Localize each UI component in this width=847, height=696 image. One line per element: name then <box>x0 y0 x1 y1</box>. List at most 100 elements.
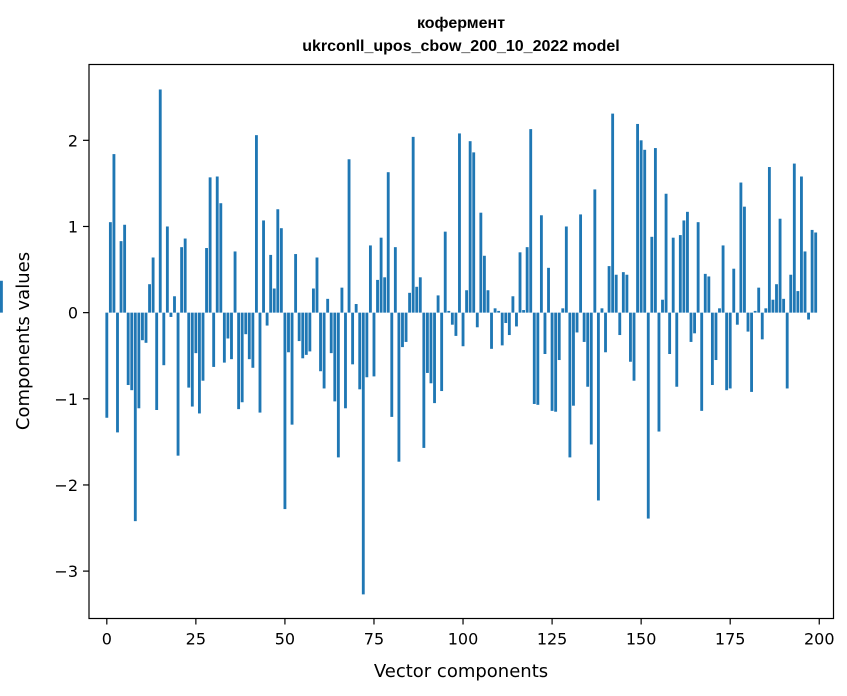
bar <box>721 245 725 313</box>
bar <box>237 312 241 410</box>
bar <box>707 276 711 313</box>
bar <box>173 296 176 313</box>
chart-title: кофермент <box>417 15 505 32</box>
bar <box>504 312 508 323</box>
bar <box>693 312 696 334</box>
bar <box>144 312 148 343</box>
bar <box>240 312 244 403</box>
bar <box>222 312 226 363</box>
bar <box>778 218 782 313</box>
bar <box>664 193 668 313</box>
bar <box>757 287 761 313</box>
bar <box>796 291 800 313</box>
bar <box>785 312 789 389</box>
bar <box>678 235 682 313</box>
bar <box>333 312 337 402</box>
bar <box>579 214 583 313</box>
bar <box>636 123 639 313</box>
bar <box>454 312 458 336</box>
bar <box>126 312 130 386</box>
bar <box>133 312 137 522</box>
bar <box>198 312 201 414</box>
bar <box>743 206 746 313</box>
bar <box>258 312 262 413</box>
bar <box>589 312 593 445</box>
bar <box>251 312 255 368</box>
bar <box>807 312 810 320</box>
bar <box>550 312 554 411</box>
bar <box>276 209 280 313</box>
bar <box>714 312 718 361</box>
bar <box>782 298 786 313</box>
bar <box>775 284 778 313</box>
bar <box>279 228 283 313</box>
bar <box>329 312 333 354</box>
bar <box>450 312 454 325</box>
bar <box>536 312 540 405</box>
bar <box>180 247 184 313</box>
x-tick-label: 0 <box>102 630 112 649</box>
bar <box>141 312 144 341</box>
bar <box>151 257 155 313</box>
bar <box>244 312 248 335</box>
bar <box>632 312 636 381</box>
bar <box>155 312 159 410</box>
bar <box>415 286 419 313</box>
bar <box>169 312 173 317</box>
x-tick-label: 25 <box>186 630 206 649</box>
bar <box>418 277 422 313</box>
bar <box>365 312 369 378</box>
bar <box>668 312 672 354</box>
bar <box>461 312 465 347</box>
bar <box>105 312 109 418</box>
bar <box>696 222 700 313</box>
bar <box>397 312 401 462</box>
bar <box>194 312 198 354</box>
bar <box>219 203 223 313</box>
bar <box>515 312 518 327</box>
bar <box>447 310 451 313</box>
bar <box>614 274 618 313</box>
bar <box>803 251 807 313</box>
bar <box>718 308 721 313</box>
bar <box>586 312 590 387</box>
bar <box>596 312 600 501</box>
bar <box>183 238 187 313</box>
y-tick-label: −3 <box>54 562 78 581</box>
bar <box>269 254 273 313</box>
bar <box>351 312 355 365</box>
bar <box>753 310 757 313</box>
y-tick-label: 1 <box>68 217 78 236</box>
bar <box>262 220 265 313</box>
bar <box>710 312 714 386</box>
bar <box>190 312 194 407</box>
bar <box>304 312 308 355</box>
bar <box>390 312 394 417</box>
bar <box>247 312 251 360</box>
x-axis-label: Vector components <box>374 661 548 682</box>
bar <box>689 312 693 342</box>
bar <box>443 231 447 313</box>
bar <box>212 312 216 367</box>
bar <box>800 176 803 313</box>
bar <box>401 312 404 348</box>
bar <box>112 154 116 313</box>
bar <box>393 247 397 313</box>
bar <box>226 312 230 339</box>
bar <box>340 287 344 313</box>
bar <box>682 220 686 313</box>
bar <box>600 308 604 313</box>
bar <box>764 308 768 313</box>
bar <box>458 133 461 313</box>
bar <box>215 176 219 313</box>
bar <box>208 177 212 313</box>
x-tick-label: 75 <box>364 630 384 649</box>
bar <box>735 312 739 325</box>
plot-frame <box>88 63 835 620</box>
bar <box>518 252 522 313</box>
x-tick-label: 200 <box>804 630 835 649</box>
bar <box>639 140 643 313</box>
bar <box>611 113 615 313</box>
bar <box>311 288 315 313</box>
bar <box>732 268 736 313</box>
